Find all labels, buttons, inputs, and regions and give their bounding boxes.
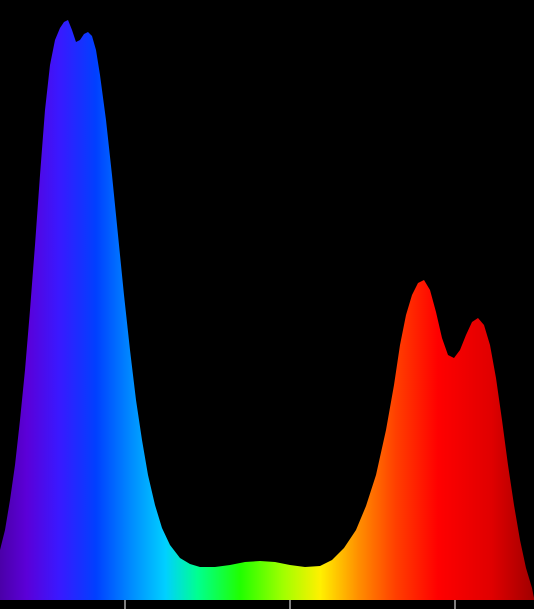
spectrum-chart xyxy=(0,0,534,609)
